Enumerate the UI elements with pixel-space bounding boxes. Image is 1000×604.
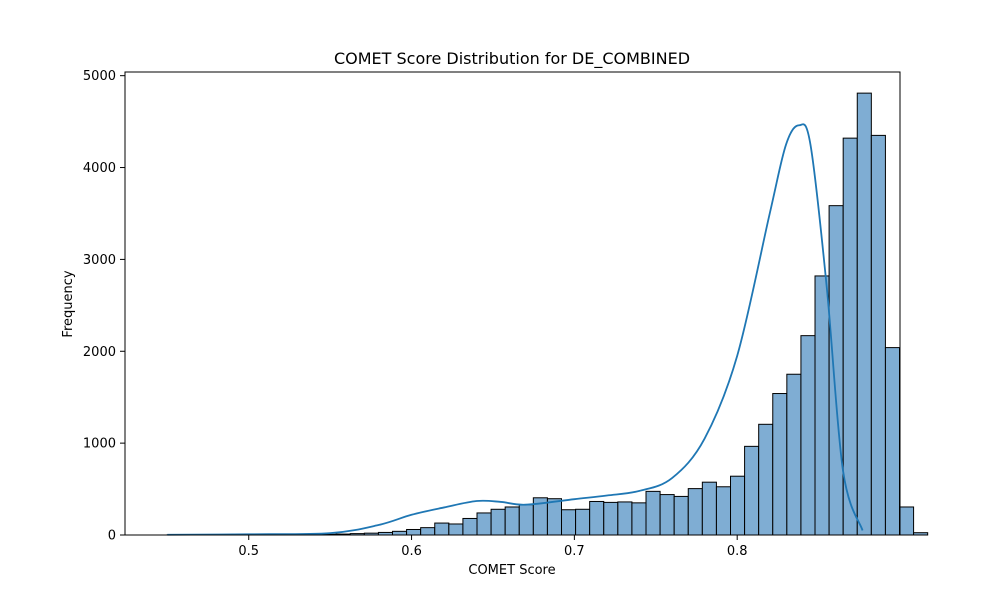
- histogram-bar: [646, 491, 660, 535]
- chart-title: COMET Score Distribution for DE_COMBINED: [334, 49, 690, 69]
- histogram-bar: [660, 495, 674, 535]
- y-tick-label: 5000: [83, 69, 116, 84]
- histogram-bar: [731, 476, 745, 535]
- histogram-bar: [562, 510, 576, 535]
- histogram-bar: [716, 487, 730, 535]
- histogram-bar: [885, 348, 899, 535]
- histogram-bar: [576, 509, 590, 535]
- histogram-bar: [871, 135, 885, 535]
- histogram-bar: [815, 276, 829, 535]
- histogram-bar: [463, 518, 477, 535]
- histogram-bar: [801, 336, 815, 535]
- histogram-bar: [604, 502, 618, 535]
- y-tick-label: 3000: [83, 253, 116, 268]
- x-tick-label: 0.8: [727, 544, 748, 559]
- y-tick-label: 0: [108, 529, 116, 544]
- histogram-bar: [857, 93, 871, 535]
- histogram-bar: [759, 424, 773, 535]
- histogram-bar: [547, 499, 561, 535]
- histogram-bar: [829, 206, 843, 535]
- histogram-bar: [745, 446, 759, 535]
- histogram-bar: [407, 529, 421, 535]
- x-tick-label: 0.5: [238, 544, 259, 559]
- histogram-bar: [688, 489, 702, 535]
- y-tick-label: 4000: [83, 161, 116, 176]
- histogram-bar: [477, 513, 491, 535]
- histogram-bar: [787, 374, 801, 535]
- histogram-bar: [491, 509, 505, 535]
- histogram-bar: [519, 505, 533, 535]
- histogram-bar: [505, 507, 519, 535]
- histogram-bar: [590, 501, 604, 535]
- histogram-bar: [773, 394, 787, 535]
- y-tick-label: 2000: [83, 345, 116, 360]
- histogram-bar: [421, 528, 435, 535]
- x-axis-label: COMET Score: [468, 563, 555, 578]
- x-tick-label: 0.6: [401, 544, 422, 559]
- bars-layer: [167, 93, 928, 535]
- histogram-bar: [900, 507, 914, 535]
- x-axis: 0.5 0.6 0.7 0.8: [238, 535, 747, 559]
- histogram-bar: [393, 531, 407, 535]
- histogram-bar: [449, 524, 463, 535]
- y-axis-label: Frequency: [61, 270, 76, 337]
- histogram-bar: [702, 482, 716, 535]
- y-axis: 0 1000 2000 3000 4000 5000: [83, 69, 125, 543]
- histogram-bar: [914, 533, 928, 535]
- histogram-bar: [618, 502, 632, 535]
- histogram-bar: [435, 523, 449, 535]
- histogram-bar: [632, 503, 646, 535]
- x-tick-label: 0.7: [564, 544, 585, 559]
- histogram-bar: [674, 496, 688, 535]
- y-tick-label: 1000: [83, 437, 116, 452]
- histogram-bar: [843, 138, 857, 535]
